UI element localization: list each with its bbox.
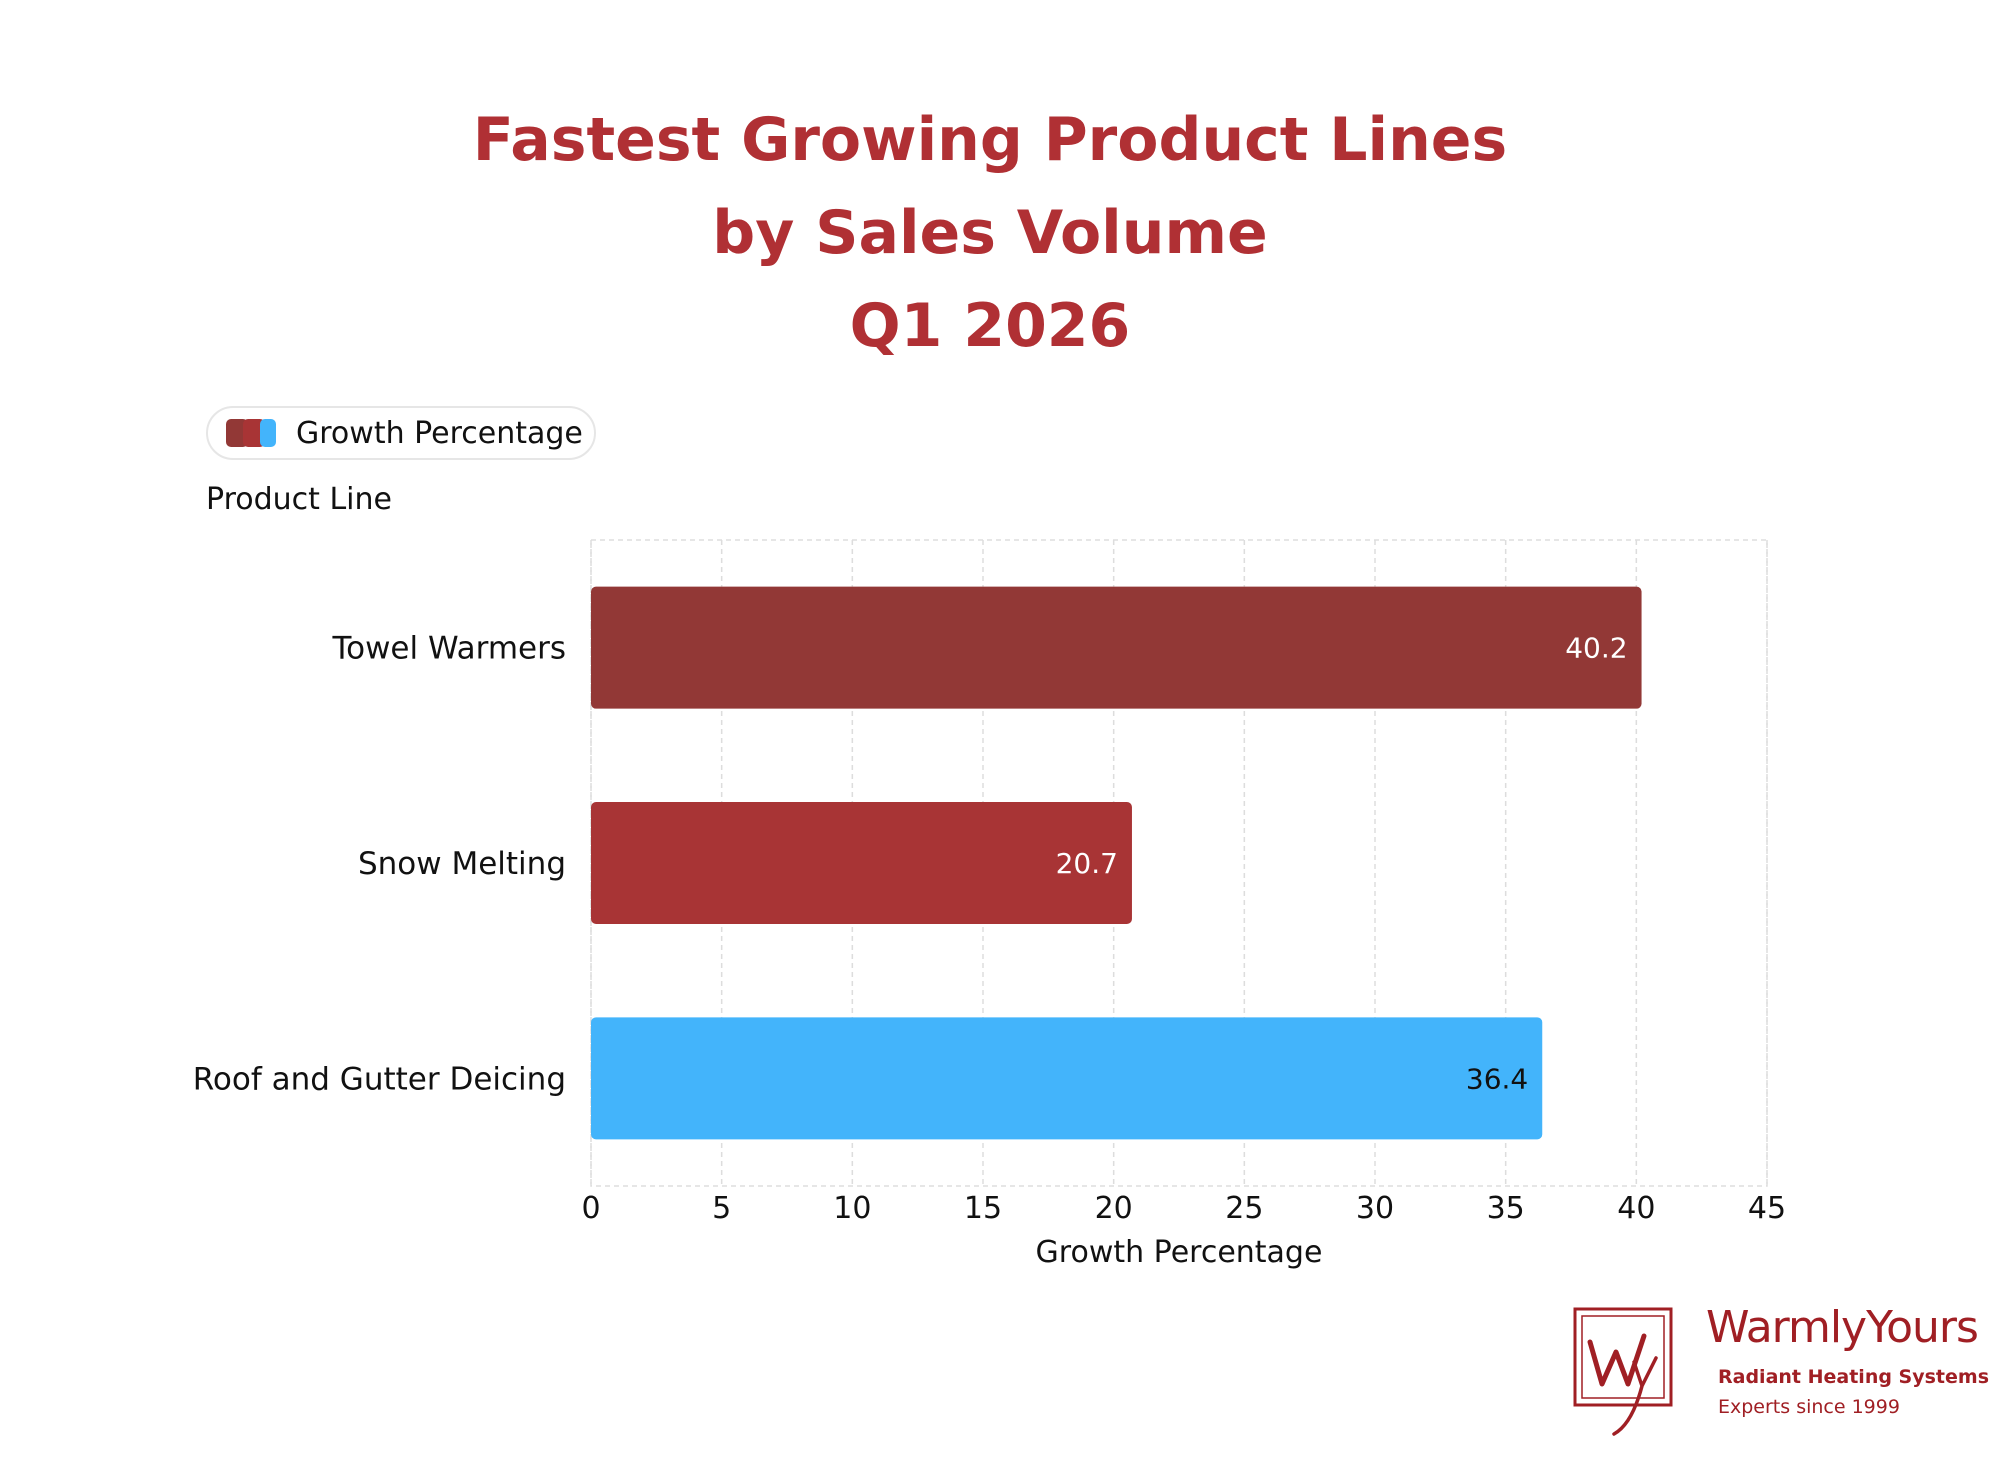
legend-label: Growth Percentage: [296, 415, 583, 451]
chart-title-line-1: Fastest Growing Product Lines: [473, 105, 1507, 175]
chart-title-line-3: Q1 2026: [850, 291, 1131, 361]
wy-monogram-icon: [1573, 1307, 1673, 1436]
x-axis-ticks: 0 5 10 15 20 25 30 35 40 45: [581, 1191, 1786, 1226]
chart-title: Fastest Growing Product Lines by Sales Vo…: [473, 105, 1507, 361]
x-tick-label: 15: [964, 1191, 1002, 1226]
bar[interactable]: [591, 1017, 1543, 1140]
legend-swatch-icon: [226, 419, 282, 447]
legend[interactable]: Growth Percentage: [206, 406, 596, 460]
chart-title-line-2: by Sales Volume: [712, 198, 1267, 268]
bar-value-label: 36.4: [1466, 1062, 1528, 1095]
bar[interactable]: [591, 802, 1132, 924]
bar-value-label: 40.2: [1565, 632, 1627, 665]
data-labels: 40.2 20.7 36.4: [1056, 632, 1628, 1096]
logo-name: WarmlyYours: [1706, 1302, 1979, 1353]
y-axis-title: Product Line: [206, 482, 392, 517]
x-tick-label: 5: [712, 1191, 731, 1226]
bar[interactable]: [591, 586, 1642, 709]
x-tick-label: 10: [833, 1191, 871, 1226]
category-label: Roof and Gutter Deicing: [193, 1061, 566, 1097]
x-tick-label: 25: [1225, 1191, 1263, 1226]
x-axis-title: Growth Percentage: [1036, 1235, 1323, 1270]
x-tick-label: 0: [581, 1191, 600, 1226]
logo-tagline: Experts since 1999: [1718, 1396, 1900, 1418]
x-tick-label: 35: [1487, 1191, 1525, 1226]
bar-value-label: 20.7: [1056, 847, 1118, 880]
x-tick-label: 40: [1617, 1191, 1655, 1226]
logo-subtitle: Radiant Heating Systems: [1718, 1366, 1990, 1388]
x-tick-label: 20: [1095, 1191, 1133, 1226]
x-tick-label: 30: [1356, 1191, 1394, 1226]
x-tick-label: 45: [1748, 1191, 1786, 1226]
category-label: Towel Warmers: [331, 631, 566, 667]
bars: [591, 586, 1642, 1140]
category-labels: Towel Warmers Snow Melting Roof and Gutter…: [193, 631, 566, 1098]
category-label: Snow Melting: [358, 846, 566, 882]
brand-logo: WarmlyYours Radiant Heating Systems Expe…: [1572, 1302, 1989, 1442]
